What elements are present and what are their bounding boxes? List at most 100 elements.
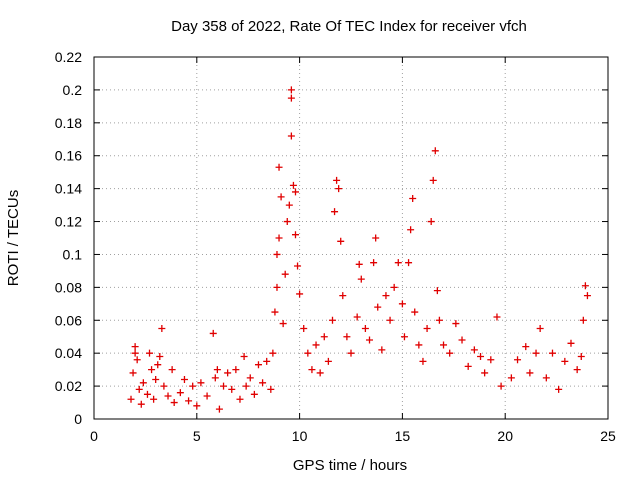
data-point <box>526 369 534 377</box>
data-point <box>347 349 355 357</box>
data-point <box>294 262 302 270</box>
data-point <box>493 313 501 321</box>
data-point <box>415 341 423 349</box>
data-point <box>291 231 299 239</box>
data-point <box>398 300 406 308</box>
data-point <box>577 352 585 360</box>
data-point <box>279 320 287 328</box>
data-point <box>267 385 275 393</box>
data-point <box>374 303 382 311</box>
data-point <box>143 390 151 398</box>
data-point <box>209 329 217 337</box>
data-points <box>127 86 591 413</box>
data-point <box>573 366 581 374</box>
data-point <box>324 357 332 365</box>
y-tick-label: 0.18 <box>55 115 82 131</box>
data-point <box>127 395 135 403</box>
data-point <box>409 195 417 203</box>
data-point <box>242 382 250 390</box>
x-tick-label: 5 <box>193 428 201 444</box>
data-point <box>337 237 345 245</box>
data-point <box>246 374 254 382</box>
x-axis-label: GPS time / hours <box>293 457 407 474</box>
data-point <box>131 349 139 357</box>
data-point <box>176 389 184 397</box>
plot-frame <box>93 56 609 420</box>
data-point <box>394 259 402 267</box>
y-tick-label: 0.16 <box>55 148 82 164</box>
data-point <box>372 234 380 242</box>
data-point <box>339 292 347 300</box>
data-point <box>273 250 281 258</box>
data-point <box>458 336 466 344</box>
y-tick-label: 0.06 <box>55 312 82 328</box>
data-point <box>154 361 162 369</box>
data-point <box>581 282 589 290</box>
data-point <box>137 400 145 408</box>
data-point <box>481 369 489 377</box>
y-tick-label: 0.04 <box>55 345 82 361</box>
data-point <box>423 325 431 332</box>
data-point <box>283 218 291 226</box>
data-point <box>135 385 143 393</box>
data-point <box>507 374 515 382</box>
data-point <box>168 366 176 374</box>
data-point <box>357 275 365 283</box>
data-point <box>411 308 419 316</box>
chart-title: Day 358 of 2022, Rate Of TEC Index for r… <box>171 18 527 35</box>
data-point <box>296 290 304 298</box>
data-point <box>160 382 168 390</box>
data-point <box>203 392 211 400</box>
data-point <box>146 349 154 357</box>
data-point <box>464 362 472 370</box>
data-point <box>487 356 495 364</box>
y-tick-label: 0.1 <box>63 246 83 262</box>
x-tick-label: 15 <box>395 428 411 444</box>
axis-ticks: 0 5 10 15 20 25 0 0.02 0.04 0.06 0.08 0.1 0.12 0.14 0.… <box>55 49 616 444</box>
data-point <box>150 395 158 403</box>
data-point <box>291 188 299 196</box>
x-tick-label: 25 <box>600 428 616 444</box>
data-point <box>555 385 563 393</box>
data-point <box>452 320 460 328</box>
data-point <box>289 181 297 189</box>
data-point <box>405 259 413 267</box>
y-tick-label: 0.12 <box>55 214 82 230</box>
data-point <box>407 226 415 234</box>
data-point <box>287 132 295 140</box>
data-point <box>131 343 139 351</box>
data-point <box>579 316 587 324</box>
data-point <box>275 163 283 171</box>
data-point <box>366 336 374 344</box>
data-point <box>548 349 556 357</box>
x-tick-label: 10 <box>292 428 308 444</box>
data-point <box>152 376 160 384</box>
data-point <box>497 382 505 390</box>
data-point <box>308 366 316 374</box>
data-point <box>532 349 540 357</box>
data-point <box>567 339 575 347</box>
data-point <box>164 392 172 400</box>
data-point <box>228 385 236 393</box>
data-point <box>304 349 312 357</box>
data-point <box>333 176 341 184</box>
data-point <box>259 379 267 387</box>
data-point <box>148 366 156 374</box>
x-tick-label: 0 <box>90 428 98 444</box>
data-point <box>254 361 262 369</box>
y-tick-label: 0.08 <box>55 279 82 295</box>
data-point <box>263 357 271 365</box>
data-point <box>431 147 439 155</box>
data-point <box>269 349 277 357</box>
data-point <box>429 176 437 184</box>
data-point <box>433 287 441 295</box>
data-point <box>275 234 283 242</box>
data-point <box>427 218 435 226</box>
y-axis-label: ROTI / TECUs <box>5 190 22 286</box>
data-point <box>170 399 178 407</box>
data-point <box>213 366 221 374</box>
y-tick-label: 0.22 <box>55 49 82 65</box>
data-point <box>240 352 248 360</box>
data-point <box>232 366 240 374</box>
data-point <box>331 208 339 216</box>
